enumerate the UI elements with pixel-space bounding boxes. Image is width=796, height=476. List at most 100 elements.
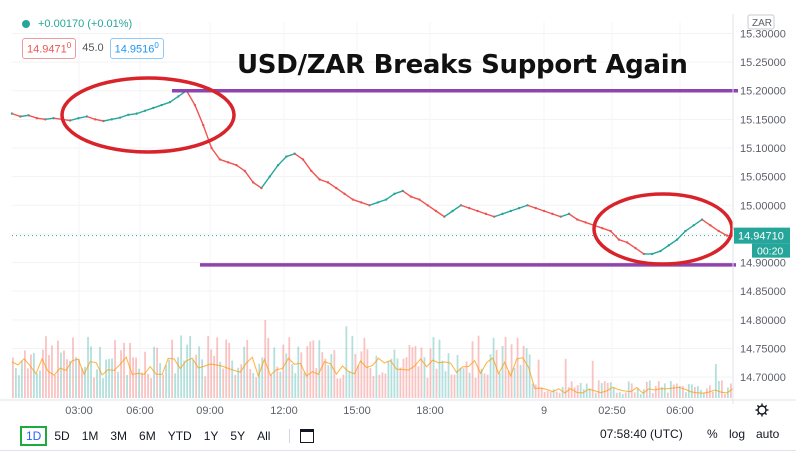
volume-bar bbox=[111, 358, 113, 398]
volume-bar bbox=[414, 346, 417, 398]
volume-bar bbox=[258, 363, 261, 398]
price-segment bbox=[418, 198, 429, 206]
volume-bar bbox=[141, 372, 143, 398]
y-tick-label: 15.20000 bbox=[740, 86, 786, 98]
grid-lines bbox=[12, 22, 733, 400]
price-segment bbox=[493, 213, 503, 218]
volume-bar bbox=[237, 367, 240, 398]
volume-bar bbox=[345, 326, 348, 398]
range-button-5y[interactable]: 5Y bbox=[230, 429, 246, 443]
volume-bar bbox=[537, 359, 540, 398]
volume-bar bbox=[597, 380, 600, 398]
volume-bar bbox=[207, 336, 210, 398]
status-dot-icon bbox=[22, 20, 30, 28]
percent-toggle[interactable]: % bbox=[707, 427, 718, 441]
price-segment bbox=[344, 193, 354, 201]
volume-bar bbox=[201, 359, 204, 398]
range-button-5d[interactable]: 5D bbox=[54, 429, 70, 443]
volume-bar bbox=[567, 387, 570, 398]
volume-bar bbox=[99, 346, 101, 398]
volume-bar bbox=[519, 365, 522, 398]
volume-bar bbox=[699, 389, 702, 398]
countdown-label: 00:20 bbox=[757, 246, 783, 258]
volume-bar bbox=[723, 393, 726, 398]
volume-bar bbox=[123, 342, 125, 398]
range-button-1d[interactable]: 1D bbox=[20, 426, 48, 446]
volume-bar bbox=[366, 349, 369, 398]
volume-bar bbox=[231, 360, 234, 398]
volume-bar bbox=[540, 387, 543, 398]
volume-bar bbox=[228, 342, 231, 398]
range-button-1y[interactable]: 1Y bbox=[203, 429, 219, 443]
volume-bar bbox=[450, 374, 453, 398]
ask-price-button[interactable]: 14.95160 bbox=[109, 38, 164, 59]
volume-bar bbox=[711, 391, 714, 398]
volume-bar bbox=[48, 355, 50, 398]
currency-badge[interactable] bbox=[747, 14, 775, 30]
range-button-1m[interactable]: 1M bbox=[81, 429, 99, 443]
price-segment bbox=[185, 90, 196, 106]
volume-bar bbox=[126, 374, 128, 398]
auto-toggle[interactable]: auto bbox=[756, 427, 780, 441]
price-segment bbox=[685, 224, 695, 232]
price-segment bbox=[477, 210, 487, 215]
volume-bar bbox=[399, 367, 402, 398]
volume-bar bbox=[42, 349, 44, 398]
date-range-icon[interactable] bbox=[300, 429, 315, 443]
price-segment bbox=[568, 213, 578, 221]
volume-bar bbox=[624, 392, 627, 398]
volume-bar bbox=[564, 358, 567, 398]
volume-bar bbox=[78, 359, 80, 398]
price-segment bbox=[327, 181, 337, 189]
volume-bar bbox=[234, 374, 237, 398]
x-tick-label: 18:00 bbox=[416, 405, 444, 417]
x-tick-label: 12:00 bbox=[270, 405, 298, 417]
bid-price-button[interactable]: 14.94710 bbox=[22, 38, 77, 59]
volume-bar bbox=[582, 389, 585, 398]
time-axis[interactable]: 03:00 06:00 09:00 12:00 15:00 18:00 9 02:50 06:0… bbox=[65, 403, 769, 418]
volume-bar bbox=[528, 354, 531, 398]
price-segment bbox=[252, 181, 262, 189]
range-button-all[interactable]: All bbox=[257, 429, 271, 443]
y-tick-label: 15.25000 bbox=[740, 57, 786, 69]
volume-bar bbox=[522, 345, 525, 398]
price-segment bbox=[36, 117, 46, 121]
volume-bar bbox=[483, 373, 486, 398]
volume-bar bbox=[672, 384, 675, 398]
price-axis[interactable]: 15.30000 15.25000 15.20000 15.15000 15.10000… bbox=[0, 14, 796, 404]
volume-bar bbox=[600, 383, 603, 398]
volume-bar bbox=[267, 337, 270, 398]
volume-bar bbox=[210, 349, 213, 398]
volume-bar bbox=[633, 392, 636, 398]
volume-bar bbox=[327, 365, 330, 398]
log-toggle[interactable]: log bbox=[729, 427, 746, 441]
volume-bar bbox=[15, 368, 17, 398]
volume-bar bbox=[90, 346, 92, 398]
volume-bar bbox=[558, 392, 561, 398]
volume-bar bbox=[561, 386, 564, 398]
price-segment bbox=[269, 164, 279, 178]
price-segment bbox=[94, 118, 104, 122]
volume-bar bbox=[681, 386, 684, 398]
volume-bar bbox=[417, 366, 420, 398]
gear-tooth bbox=[756, 404, 760, 408]
volume-bar bbox=[516, 337, 519, 398]
volume-bar bbox=[54, 375, 56, 398]
volume-bar bbox=[720, 380, 723, 398]
x-tick-label: 06:00 bbox=[666, 405, 694, 417]
settings-gear-icon[interactable] bbox=[755, 403, 769, 417]
price-segment bbox=[626, 241, 636, 249]
range-button-6m[interactable]: 6M bbox=[139, 429, 156, 443]
volume-bar bbox=[312, 340, 315, 398]
range-button-ytd[interactable]: YTD bbox=[167, 429, 192, 443]
volume-bar bbox=[717, 381, 720, 398]
volume-bar bbox=[291, 364, 294, 398]
price-segment bbox=[202, 124, 213, 149]
price-segment bbox=[260, 176, 271, 189]
volume-bar bbox=[261, 357, 264, 398]
range-button-3m[interactable]: 3M bbox=[110, 429, 128, 443]
price-change: +0.00170 (+0.01%) bbox=[38, 18, 133, 30]
volume-bar bbox=[117, 371, 119, 398]
volume-bar bbox=[666, 392, 669, 398]
